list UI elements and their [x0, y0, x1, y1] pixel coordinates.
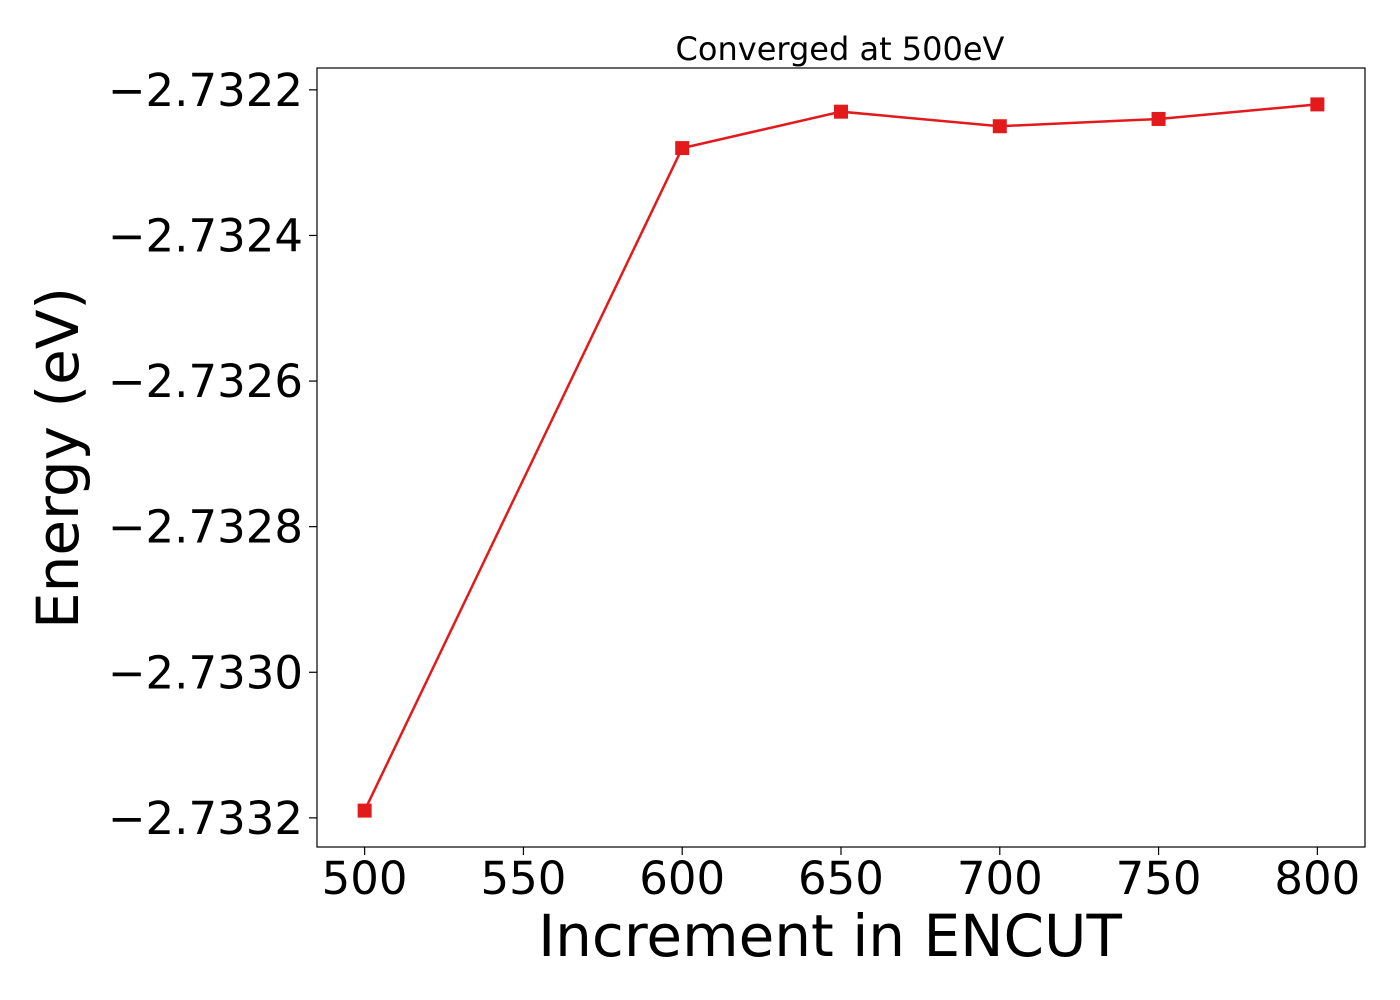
y-axis-label: Energy (eV) — [24, 287, 92, 629]
x-tick-label: 500 — [322, 852, 408, 905]
y-tick-label: −2.7324 — [108, 209, 303, 262]
x-tick-label: 700 — [957, 852, 1043, 905]
y-tick-label: −2.7326 — [108, 355, 303, 408]
x-tick-label: 800 — [1274, 852, 1360, 905]
x-tick-label: 550 — [480, 852, 566, 905]
plot-area — [316, 67, 1366, 848]
data-point — [1310, 97, 1325, 112]
x-tick-label: 650 — [798, 852, 884, 905]
x-tick-label: 600 — [639, 852, 725, 905]
y-tick-label: −2.7330 — [108, 646, 303, 699]
plot-frame — [316, 67, 1366, 848]
chart-title: Converged at 500eV — [676, 30, 1005, 68]
y-axis: −2.7322 −2.7324 −2.7326 −2.7328 −2.7330 −2.73… — [108, 64, 317, 845]
y-tick-label: −2.7328 — [108, 501, 303, 554]
data-point — [992, 119, 1007, 134]
y-tick-label: −2.7322 — [108, 64, 303, 117]
data-point — [1151, 111, 1166, 126]
x-axis: 500 550 600 650 700 750 800 — [322, 847, 1360, 905]
data-point — [357, 803, 372, 818]
series-line — [363, 103, 1318, 812]
data-point — [675, 141, 690, 156]
y-tick-label: −2.7332 — [108, 792, 303, 845]
data-point — [834, 104, 848, 119]
x-tick-label: 750 — [1116, 852, 1202, 905]
x-axis-label: Increment in ENCUT — [538, 902, 1122, 970]
